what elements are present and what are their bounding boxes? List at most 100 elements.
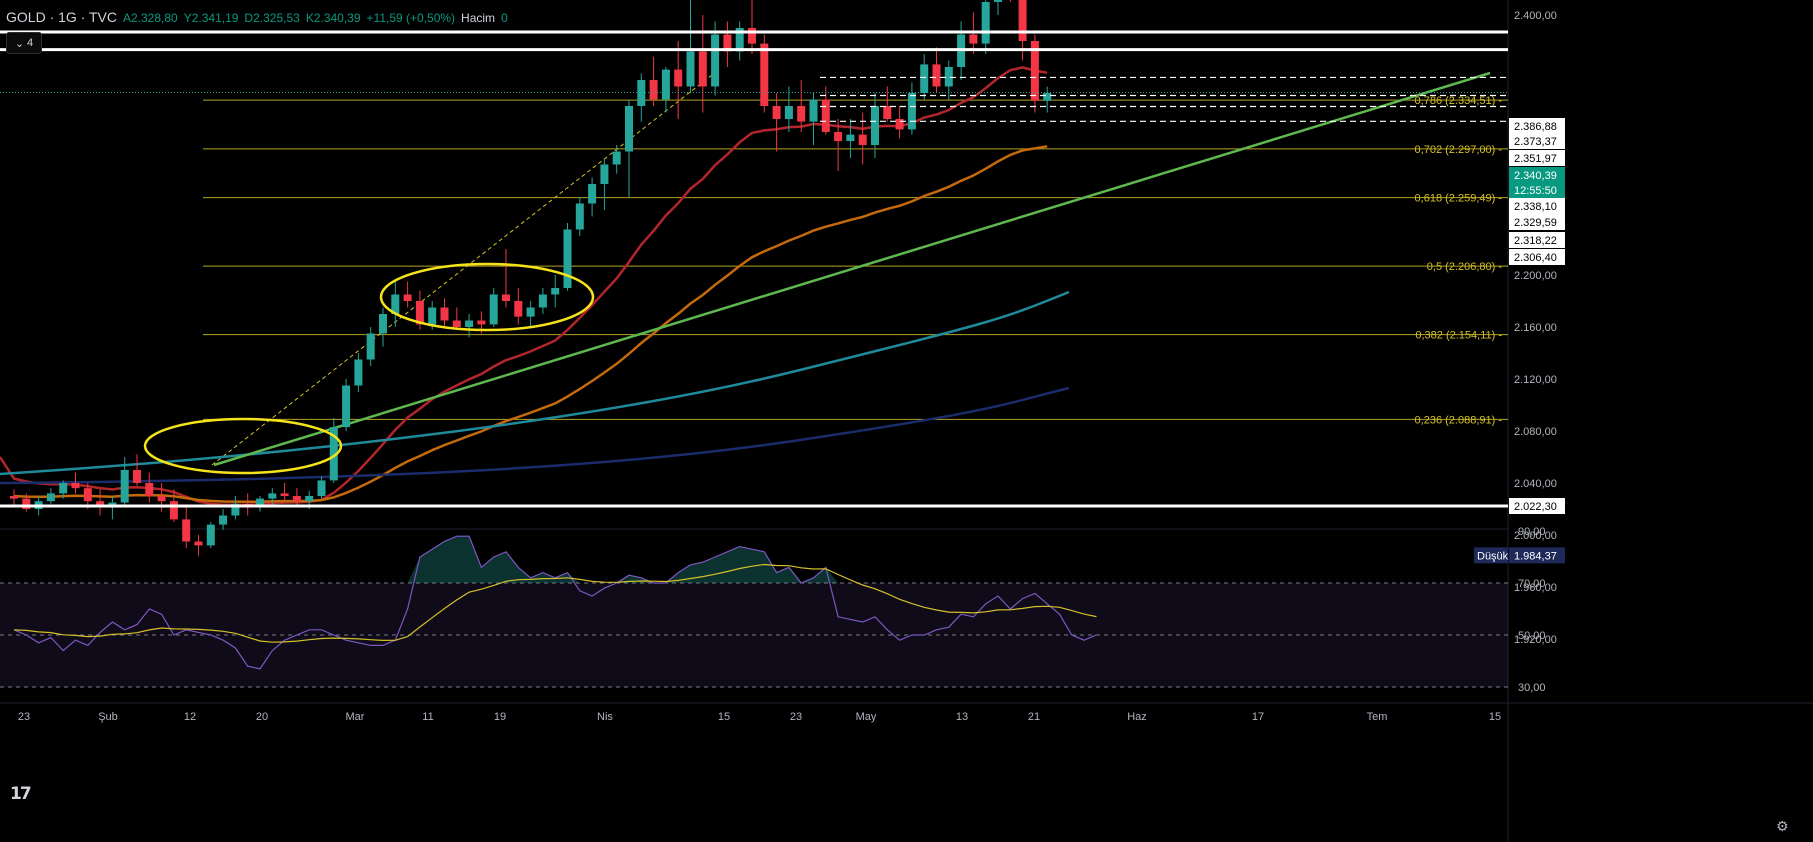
candle-body <box>625 106 633 152</box>
candle-body <box>883 106 892 119</box>
price-label-bg <box>1509 498 1565 515</box>
candle-body <box>268 493 277 499</box>
candle-body <box>871 106 879 145</box>
tradingview-logo[interactable]: 17 <box>10 784 32 804</box>
rsi-tick-label: 90,00 <box>1518 526 1546 538</box>
candle-body <box>452 320 461 327</box>
candle-body <box>711 34 720 87</box>
price-label: 2.351,97 <box>1514 153 1557 165</box>
candle-body <box>1018 0 1027 41</box>
candle-body <box>231 503 240 516</box>
price-label: 2.306,40 <box>1514 252 1557 264</box>
rsi-tick-label: 70,00 <box>1518 578 1546 590</box>
fib-level-label: 0,382 (2.154,11) - <box>1415 330 1502 342</box>
candle-body <box>329 427 338 481</box>
price-label-bg <box>1509 214 1565 230</box>
candle-body <box>600 164 609 184</box>
time-tick-label: 23 <box>790 711 802 723</box>
rsi-pane <box>0 535 1508 688</box>
moving-averages <box>0 66 1491 507</box>
price-label-bg <box>1509 232 1565 248</box>
time-tick-label: Mar <box>346 711 365 723</box>
candle-body <box>661 69 670 100</box>
ma-teal-line <box>0 290 1070 476</box>
price-tick-label: 1.920,00 <box>1514 634 1557 646</box>
candle-body <box>280 493 289 496</box>
candle-body <box>612 151 621 165</box>
candle-body <box>834 132 843 142</box>
candle-body <box>354 359 363 386</box>
ohlc-low: D2.325,53 <box>244 11 300 25</box>
time-tick-label: Şub <box>98 711 118 723</box>
ohlc-change: +11,59 (+0,50%) <box>366 11 456 25</box>
candle-body <box>59 483 68 494</box>
symbol-header[interactable]: GOLD · 1G · TVC A2.328,80 Y2.341,19 D2.3… <box>6 9 508 25</box>
time-tick-label: 17 <box>1252 711 1264 723</box>
symbol-title: GOLD · 1G · TVC <box>6 9 117 25</box>
low-label: Düşük <box>1477 550 1509 562</box>
price-axis: 2.480,002.440,002.400,002.240,002.200,00… <box>1474 10 1565 694</box>
price-tick-label: 2.160,00 <box>1514 322 1557 334</box>
rsi-tick-label: 50,00 <box>1518 630 1546 642</box>
fib-trend-line <box>211 74 713 466</box>
candle-body <box>858 134 867 145</box>
price-tick-label: 2.120,00 <box>1514 374 1557 386</box>
candle-body <box>415 301 424 325</box>
trend-line-green <box>213 71 1491 467</box>
ma-navy-line <box>0 386 1070 485</box>
ohlc-open: A2.328,80 <box>122 11 178 25</box>
candle-body <box>674 69 683 87</box>
price-label: 2.329,59 <box>1514 217 1557 229</box>
candle-body <box>588 184 597 204</box>
candle-body <box>379 314 387 334</box>
annotation-circle-2 <box>379 262 595 332</box>
candle-body <box>145 483 154 496</box>
low-badge-bg <box>1474 547 1508 564</box>
rsi-overbought-fill <box>14 536 1097 583</box>
candle-body <box>157 496 166 502</box>
candle-body <box>502 294 510 301</box>
candle-body <box>428 307 437 325</box>
fib-level-label: 0,236 (2.088,91) - <box>1415 414 1503 426</box>
candle-body <box>342 385 351 428</box>
candle-body <box>551 288 560 295</box>
candle-body <box>932 64 941 87</box>
time-axis: 23 Şub 12 20 Mar 11 19 Nis 15 23 May 13 21 Haz 17 Tem 15 <box>18 711 1501 723</box>
low-value: 1.984,37 <box>1514 550 1557 562</box>
gear-icon[interactable]: ⚙ <box>1776 818 1789 834</box>
candle-body <box>403 294 412 301</box>
candle-body <box>575 203 584 230</box>
volume-value: 0 <box>501 11 508 25</box>
time-tick-label: Nis <box>597 711 613 723</box>
candle-body <box>920 64 929 93</box>
candle-body <box>944 67 953 87</box>
rsi-tick-label: 30,00 <box>1518 682 1546 694</box>
price-label-bg <box>1509 198 1565 214</box>
candle-body <box>686 51 695 87</box>
candle-body <box>133 470 141 483</box>
price-label: 2.318,22 <box>1514 235 1557 247</box>
indicator-toggle-button[interactable]: ⌄ 4 <box>6 32 42 54</box>
time-tick-label: Haz <box>1127 711 1147 723</box>
candle-body <box>120 470 129 503</box>
candle-body <box>391 294 400 314</box>
candle-body <box>735 28 744 52</box>
candle-body <box>723 34 732 52</box>
price-label-bg <box>1509 150 1565 166</box>
candle-body <box>477 320 486 325</box>
fib-level-label: 0,618 (2.259,49) - <box>1415 193 1503 205</box>
candle-body <box>821 99 830 132</box>
candle-body <box>206 524 215 546</box>
candle-body <box>96 501 105 507</box>
fibonacci-retracement: 1 (2.430,07) -0,786 (2.334,51) -0,702 (2… <box>203 74 1508 466</box>
candle-body <box>1043 93 1052 101</box>
candle-body <box>465 320 474 327</box>
time-tick-label: 23 <box>18 711 30 723</box>
time-tick-label: 11 <box>422 711 433 723</box>
horizontal-levels <box>0 30 1508 508</box>
candle-body <box>1030 41 1039 101</box>
candle-body <box>194 541 203 546</box>
candle-body <box>489 294 498 325</box>
